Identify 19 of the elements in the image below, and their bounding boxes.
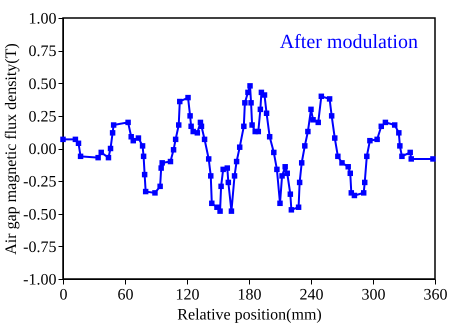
x-tick-label: 180 xyxy=(238,286,262,304)
x-tick-label: 60 xyxy=(118,286,134,304)
y-tick-label: -0.75 xyxy=(23,238,56,256)
x-tick-label: 300 xyxy=(362,286,386,304)
y-tick-label: -0.50 xyxy=(23,206,56,224)
x-tick-label: 120 xyxy=(176,286,200,304)
y-tick-label: -0.25 xyxy=(23,174,56,191)
x-tick-label: 0 xyxy=(60,286,68,304)
annotation: After modulation xyxy=(280,31,418,53)
y-tick-label: 0.00 xyxy=(28,141,56,158)
y-axis-title: Air gap magnetic flux density(T) xyxy=(3,43,20,255)
y-tick-label: 0.25 xyxy=(28,108,56,126)
y-tick-label: 1.00 xyxy=(28,10,56,28)
y-tick-label: 0.75 xyxy=(28,43,56,60)
y-tick-label: -1.00 xyxy=(23,272,56,288)
x-tick-label: 360 xyxy=(424,286,448,304)
x-axis-title: Relative position(mm) xyxy=(177,306,322,324)
x-tick-label: 240 xyxy=(300,286,324,304)
y-tick-label: 0.50 xyxy=(28,76,56,93)
